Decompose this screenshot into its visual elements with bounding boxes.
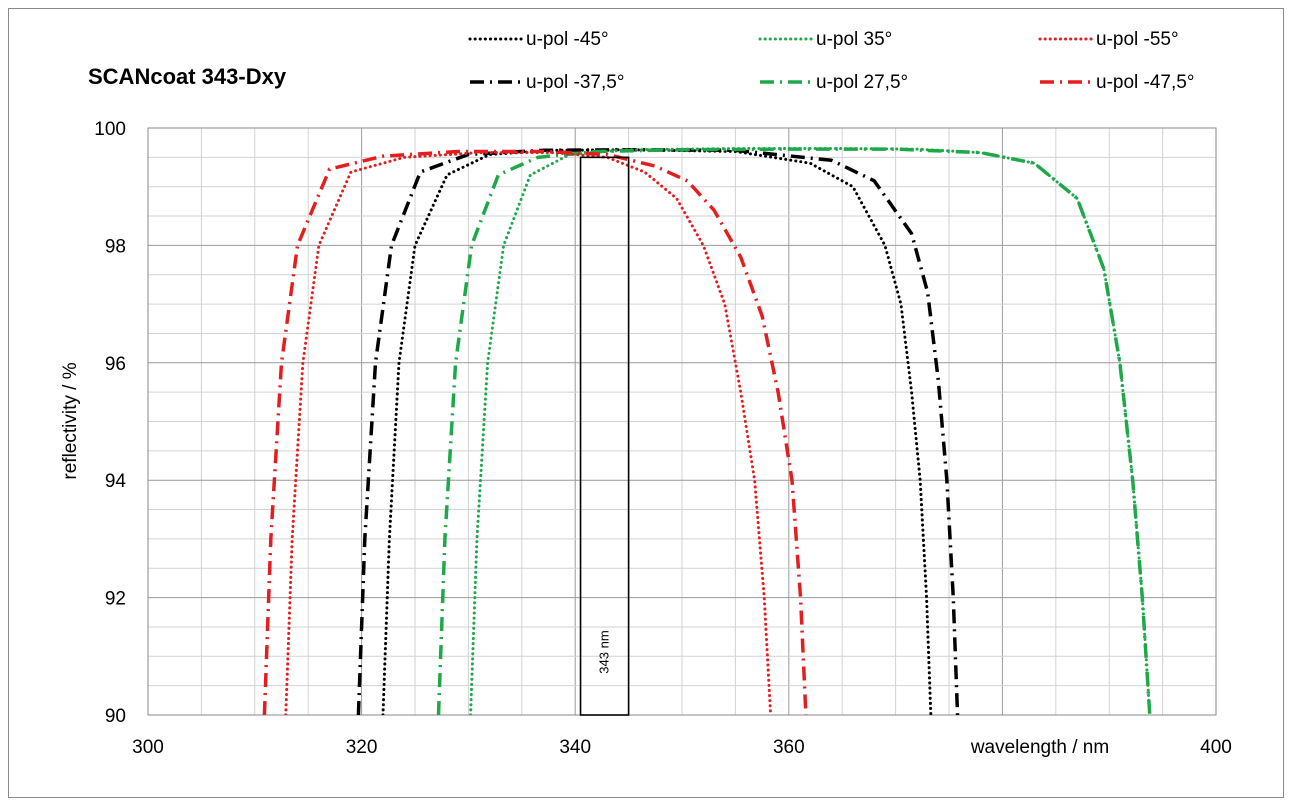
- x-tick-label: 360: [773, 737, 805, 758]
- y-tick-label: 98: [105, 236, 126, 257]
- y-tick-label: 94: [105, 471, 127, 492]
- annotation-label: 343 nm: [597, 630, 612, 673]
- y-tick-label: 90: [105, 706, 126, 727]
- x-tick-label: 320: [346, 737, 378, 758]
- x-tick-label: 340: [559, 737, 591, 758]
- series-line-2: [356, 147, 960, 715]
- x-axis-label: wavelength / nm: [970, 737, 1109, 758]
- annotation-rect: [579, 156, 630, 716]
- legend-label-3: u-pol 35°: [816, 29, 892, 50]
- legend: u-pol -45° u-pol -37,5° u-pol 35° u-pol 27,…: [468, 29, 1194, 93]
- series-line-3: [469, 147, 1152, 715]
- plot-area-border: [147, 127, 1217, 716]
- legend-label-2: u-pol -37,5°: [526, 72, 624, 93]
- legend-label-4: u-pol 27,5°: [816, 72, 908, 93]
- series-line-1: [381, 148, 933, 715]
- chart-frame: [8, 8, 1284, 798]
- series-layer: [262, 147, 1152, 715]
- legend-label-6: u-pol -47,5°: [1096, 72, 1194, 93]
- legend-label-1: u-pol -45°: [526, 29, 609, 50]
- annotation-layer: 343 nm: [579, 156, 630, 716]
- grid: [147, 127, 1217, 716]
- series-line-4: [436, 147, 1152, 715]
- y-axis-label: reflectivity / %: [60, 362, 81, 479]
- legend-label-5: u-pol -55°: [1096, 29, 1179, 50]
- series-line-6: [262, 149, 808, 715]
- x-tick-label: 400: [1200, 737, 1232, 758]
- y-tick-label: 92: [105, 589, 126, 610]
- axis-layer: 300 320 340 360 400 90 92 94 96 98 100: [94, 119, 1232, 758]
- series-line-5: [284, 151, 773, 715]
- y-tick-label: 96: [105, 354, 126, 375]
- y-tick-label: 100: [94, 119, 126, 140]
- x-tick-label: 300: [132, 737, 164, 758]
- chart-title: SCANcoat 343-Dxy: [88, 64, 287, 89]
